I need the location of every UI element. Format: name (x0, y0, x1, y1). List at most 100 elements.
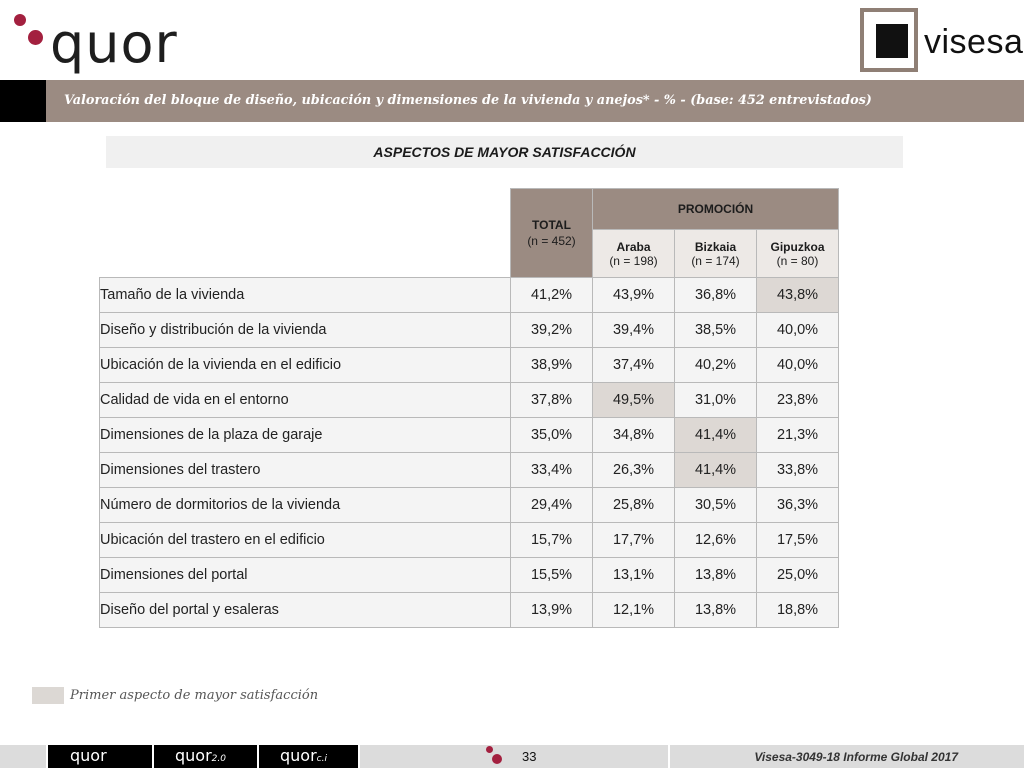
row-label: Dimensiones de la plaza de garaje (99, 417, 511, 453)
cell-gipuzkoa: 40,0% (756, 347, 839, 383)
cell-bizkaia: 36,8% (674, 277, 757, 313)
total-header-label: TOTAL (532, 218, 571, 232)
cell-gipuzkoa: 33,8% (756, 452, 839, 488)
footer-separator (668, 745, 670, 768)
cell-gipuzkoa: 25,0% (756, 557, 839, 593)
row-label: Ubicación del trastero en el edificio (99, 522, 511, 558)
sub-header-name: Gipuzkoa (770, 239, 825, 254)
footer-dot-icon (486, 746, 493, 753)
cell-araba: 43,9% (592, 277, 675, 313)
table-row: Ubicación de la vivienda en el edificio … (99, 347, 839, 383)
table-row: Diseño del portal y esaleras 13,9% 12,1%… (99, 592, 839, 628)
row-label: Ubicación de la vivienda en el edificio (99, 347, 511, 383)
footer-quorci-logo: quorc.i (280, 746, 327, 769)
table-row: Calidad de vida en el entorno 37,8% 49,5… (99, 382, 839, 418)
page-title: Valoración del bloque de diseño, ubicaci… (64, 93, 872, 108)
cell-araba: 25,8% (592, 487, 675, 523)
cell-bizkaia: 40,2% (674, 347, 757, 383)
cell-total: 15,7% (510, 522, 593, 558)
table-row: Tamaño de la vivienda 41,2% 43,9% 36,8% … (99, 277, 839, 313)
row-label: Número de dormitorios de la vivienda (99, 487, 511, 523)
row-label: Diseño y distribución de la vivienda (99, 312, 511, 348)
cell-araba: 39,4% (592, 312, 675, 348)
cell-bizkaia-highlighted: 41,4% (674, 417, 757, 453)
footer-brand-text: quor (280, 746, 317, 765)
table-row: Dimensiones de la plaza de garaje 35,0% … (99, 417, 839, 453)
table-row: Número de dormitorios de la vivienda 29,… (99, 487, 839, 523)
footer-separator (46, 745, 48, 768)
cell-araba: 13,1% (592, 557, 675, 593)
visesa-frame-icon (860, 8, 918, 72)
cell-gipuzkoa: 23,8% (756, 382, 839, 418)
legend-text: Primer aspecto de mayor satisfacción (70, 688, 319, 703)
section-title: ASPECTOS DE MAYOR SATISFACCIÓN (106, 136, 903, 168)
cell-araba: 12,1% (592, 592, 675, 628)
cell-total: 37,8% (510, 382, 593, 418)
footer-block (48, 745, 358, 768)
logo-dot-icon (28, 30, 43, 45)
table-row: Dimensiones del trastero 33,4% 26,3% 41,… (99, 452, 839, 488)
cell-bizkaia: 12,6% (674, 522, 757, 558)
sub-header-name: Araba (616, 239, 651, 254)
cell-araba: 37,4% (592, 347, 675, 383)
cell-bizkaia: 38,5% (674, 312, 757, 348)
sub-header-n: (n = 80) (776, 253, 819, 268)
title-bar-block (0, 80, 46, 122)
cell-total: 13,9% (510, 592, 593, 628)
page-number: 33 (522, 749, 537, 764)
footer-quor-logo: quor (70, 746, 107, 766)
table-row: Dimensiones del portal 15,5% 13,1% 13,8%… (99, 557, 839, 593)
cell-bizkaia: 31,0% (674, 382, 757, 418)
cell-araba: 17,7% (592, 522, 675, 558)
cell-bizkaia: 30,5% (674, 487, 757, 523)
visesa-logo-text: visesa (924, 23, 1024, 61)
cell-gipuzkoa: 17,5% (756, 522, 839, 558)
bizkaia-header: Bizkaia (n = 174) (674, 229, 757, 278)
table-row: Ubicación del trastero en el edificio 15… (99, 522, 839, 558)
footer-separator (152, 745, 154, 768)
visesa-logo: visesa (860, 8, 1023, 74)
footer-brand-suffix: 2.0 (211, 754, 226, 764)
promocion-header: PROMOCIÓN (592, 188, 839, 230)
cell-araba: 34,8% (592, 417, 675, 453)
satisfaction-table: TOTAL (n = 452) PROMOCIÓN Araba (n = 198… (99, 188, 839, 628)
sub-header-name: Bizkaia (694, 239, 737, 254)
footer-brand-suffix: c.i (316, 754, 327, 764)
sub-header-n: (n = 174) (691, 253, 740, 268)
cell-total: 29,4% (510, 487, 593, 523)
cell-gipuzkoa: 18,8% (756, 592, 839, 628)
cell-araba: 26,3% (592, 452, 675, 488)
footer-dot-icon (492, 754, 502, 764)
footer-info: Visesa-3049-18 Informe Global 2017 (754, 750, 958, 764)
legend-swatch (32, 687, 64, 704)
row-label: Dimensiones del trastero (99, 452, 511, 488)
row-label: Tamaño de la vivienda (99, 277, 511, 313)
row-label: Dimensiones del portal (99, 557, 511, 593)
total-header: TOTAL (n = 452) (510, 188, 593, 278)
cell-gipuzkoa: 36,3% (756, 487, 839, 523)
cell-gipuzkoa-highlighted: 43,8% (756, 277, 839, 313)
row-label: Diseño del portal y esaleras (99, 592, 511, 628)
title-bar: Valoración del bloque de diseño, ubicaci… (0, 80, 1024, 122)
row-label: Calidad de vida en el entorno (99, 382, 511, 418)
table-row: Diseño y distribución de la vivienda 39,… (99, 312, 839, 348)
gipuzkoa-header: Gipuzkoa (n = 80) (756, 229, 839, 278)
cell-bizkaia: 13,8% (674, 557, 757, 593)
total-header-n: (n = 452) (527, 234, 576, 248)
logo-dot-icon (14, 14, 26, 26)
cell-bizkaia-highlighted: 41,4% (674, 452, 757, 488)
cell-gipuzkoa: 40,0% (756, 312, 839, 348)
visesa-square-icon (876, 24, 908, 58)
cell-total: 41,2% (510, 277, 593, 313)
quor-logo: quor (14, 14, 204, 76)
sub-header-n: (n = 198) (609, 253, 658, 268)
cell-total: 33,4% (510, 452, 593, 488)
footer-brand-text: quor (70, 746, 107, 765)
footer-separator (358, 745, 360, 768)
cell-total: 38,9% (510, 347, 593, 383)
cell-bizkaia: 13,8% (674, 592, 757, 628)
footer-bar: quor quor 2.0 quorc.i 33 Visesa-3049-18 I… (0, 745, 1024, 768)
cell-araba-highlighted: 49,5% (592, 382, 675, 418)
araba-header: Araba (n = 198) (592, 229, 675, 278)
cell-gipuzkoa: 21,3% (756, 417, 839, 453)
